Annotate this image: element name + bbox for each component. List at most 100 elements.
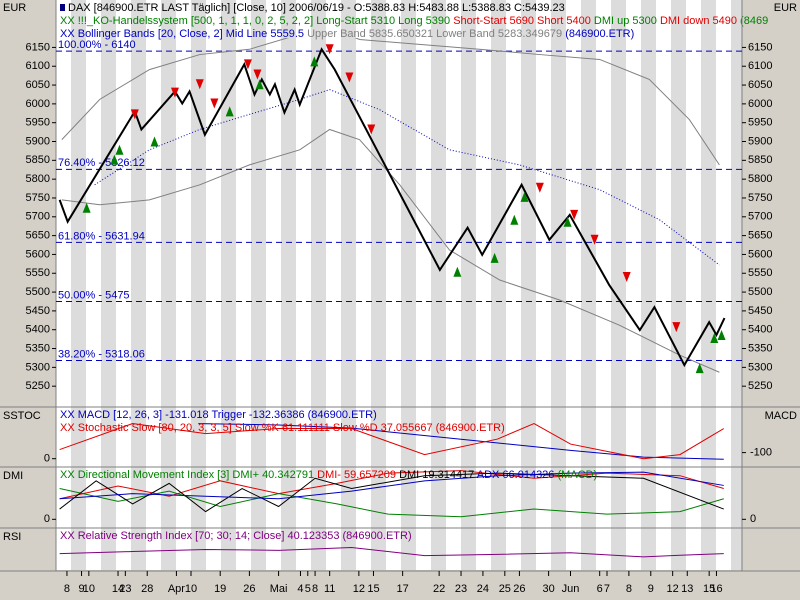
buy-signal — [520, 191, 529, 202]
y-tick-label: 5850 — [748, 154, 772, 166]
y-tick-label: 0 — [44, 453, 50, 465]
legend-entry: XX Relative Strength Index [70; 30; 14; … — [60, 530, 412, 542]
sell-signal — [367, 124, 376, 135]
buy-signal — [563, 216, 572, 227]
stripe — [311, 0, 326, 570]
stripe — [491, 0, 506, 570]
line — [58, 47, 726, 368]
x-tick-label: 23 — [119, 583, 131, 595]
y-tick-label: 5350 — [748, 342, 772, 354]
x-tick-label: 24 — [477, 583, 489, 595]
sell-signal — [243, 59, 252, 70]
legend-text: XX Directional Movement Index [3] — [60, 469, 229, 481]
line — [59, 422, 725, 460]
x-tick-label: 13 — [681, 583, 693, 595]
x-tick-label: 19 — [214, 583, 226, 595]
x-tick-label: 30 — [542, 583, 554, 595]
y-tick-label: 5550 — [26, 267, 50, 279]
bollinger-legend: XX Bollinger Bands [20, Close, 2] Mid Li… — [60, 28, 634, 40]
x-tick-label: Apr — [168, 583, 185, 595]
stripe — [161, 0, 176, 570]
x-tick-label: 26 — [243, 583, 255, 595]
legend-entry: DMI+ 40.342791 — [232, 469, 314, 481]
panel-label: MACD — [765, 410, 797, 422]
chart-title: DAX [846900.ETR LAST Täglich] [Close, 10… — [68, 2, 565, 14]
legend-entry: (8469 — [740, 15, 768, 27]
line — [59, 546, 724, 558]
x-tick-label: 12 — [667, 583, 679, 595]
x-tick-label: 15 — [367, 583, 379, 595]
sell-signal — [130, 109, 139, 120]
panel-legend: XX Directional Movement Index [3] DMI+ 4… — [60, 469, 597, 481]
y-tick-label: 5650 — [26, 230, 50, 242]
x-tick-label: 17 — [397, 583, 409, 595]
sell-signal — [195, 79, 204, 90]
y-tick-label: 5950 — [748, 117, 772, 129]
stripe — [101, 0, 116, 570]
buy-signal — [255, 79, 264, 90]
y2-tick-label: 0 — [750, 513, 756, 525]
x-tick-label: 4 — [297, 583, 303, 595]
legend-entry: Long 5390 — [398, 15, 450, 27]
stripe — [521, 0, 536, 570]
x-tick-label: 9 — [78, 583, 84, 595]
y-tick-label: 5650 — [748, 230, 772, 242]
y-tick-label: 5750 — [748, 192, 772, 204]
legend-entry: Mid Line 5559.5 — [226, 28, 304, 40]
stripe — [731, 0, 742, 570]
stripe — [281, 0, 296, 570]
y-unit: EUR — [3, 2, 26, 14]
x-tick-label: 14 — [112, 583, 124, 595]
legend-entry: Lower Band 5283.349679 — [436, 28, 562, 40]
system-legend: XX !!!_KO-Handelssystem [500, 1, 1, 1, 0… — [60, 15, 768, 27]
line — [61, 38, 720, 166]
buy-signal — [110, 154, 119, 165]
y-tick-label: 5550 — [748, 267, 772, 279]
sell-signal — [672, 322, 681, 333]
y-tick-label: 5600 — [26, 248, 50, 260]
y-tick-label: 6050 — [748, 79, 772, 91]
y-tick-label: 5450 — [26, 305, 50, 317]
stripe — [611, 0, 626, 570]
y-tick-label: 5700 — [26, 211, 50, 223]
line — [59, 472, 724, 513]
y-tick-label: 5300 — [748, 361, 772, 373]
stripe — [461, 0, 476, 570]
y-tick-label: 5250 — [748, 380, 772, 392]
y-tick-label: 0 — [44, 513, 50, 525]
y-tick-label: 5600 — [748, 248, 772, 260]
stripe — [251, 0, 266, 570]
y-tick-label: 5250 — [26, 380, 50, 392]
stripe — [191, 0, 206, 570]
line — [198, 423, 724, 460]
y-tick-label: 6100 — [26, 60, 50, 72]
sell-signal — [170, 87, 179, 98]
x-tick-label: 10 — [83, 583, 95, 595]
stripe — [221, 0, 236, 570]
y-tick-label: 5700 — [748, 211, 772, 223]
x-tick-label: 6 — [597, 583, 603, 595]
buy-signal — [82, 202, 91, 213]
stripe — [641, 0, 656, 570]
level-label: 50.00% - 5475 — [58, 289, 130, 301]
y-tick-label: 5750 — [26, 192, 50, 204]
sell-signal — [253, 69, 262, 80]
x-tick-label: 15 — [703, 583, 715, 595]
legend-entry: Short-Start 5690 — [453, 15, 534, 27]
panel-label: DMI — [3, 470, 23, 482]
line — [59, 488, 724, 518]
y-tick-label: 5800 — [26, 173, 50, 185]
x-tick-label: 26 — [513, 583, 525, 595]
buy-signal — [225, 106, 234, 117]
y-tick-label: 5400 — [26, 324, 50, 336]
x-tick-label: 5 — [305, 583, 311, 595]
x-tick-label: 11 — [324, 583, 335, 595]
y-tick-label: 5500 — [748, 286, 772, 298]
x-tick-label: 8 — [626, 583, 632, 595]
buy-signal — [695, 363, 704, 374]
legend-entry: DMI up 5300 — [594, 15, 657, 27]
x-tick-label: 8 — [64, 583, 70, 595]
sell-signal — [345, 72, 354, 83]
